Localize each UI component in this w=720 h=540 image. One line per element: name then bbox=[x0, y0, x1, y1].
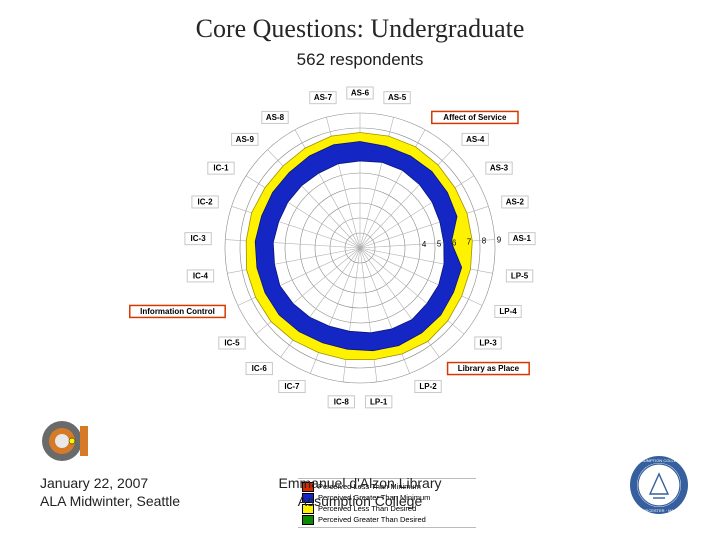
svg-text:IC-2: IC-2 bbox=[198, 197, 214, 206]
svg-text:AS-3: AS-3 bbox=[490, 164, 509, 173]
svg-text:Information Control: Information Control bbox=[140, 307, 215, 316]
svg-text:6: 6 bbox=[452, 238, 457, 247]
radar-chart: 4 5 6 7 8 9 AS-6 AS-5 Affect of Service AS-4 AS-3 A… bbox=[160, 78, 560, 438]
legend-swatch bbox=[302, 515, 314, 525]
svg-text:AS-6: AS-6 bbox=[351, 89, 370, 98]
radar-svg: 4 5 6 7 8 9 AS-6 AS-5 Affect of Service AS-4 AS-3 A… bbox=[160, 78, 560, 438]
svg-text:IC-1: IC-1 bbox=[213, 164, 229, 173]
svg-text:AS-9: AS-9 bbox=[236, 135, 255, 144]
svg-text:AS-5: AS-5 bbox=[388, 93, 407, 102]
svg-text:ASSUMPTION COLLEGE: ASSUMPTION COLLEGE bbox=[636, 458, 683, 463]
svg-text:AS-2: AS-2 bbox=[506, 197, 525, 206]
svg-text:LP-5: LP-5 bbox=[511, 271, 529, 280]
svg-text:Affect of Service: Affect of Service bbox=[443, 113, 507, 122]
svg-text:IC-4: IC-4 bbox=[193, 271, 209, 280]
svg-text:AS-4: AS-4 bbox=[466, 135, 485, 144]
svg-text:IC-7: IC-7 bbox=[284, 382, 300, 391]
footer-center: Emmanuel d'Alzon Library Assumption Coll… bbox=[0, 474, 720, 510]
legend-item: Perceived Greater Than Desired bbox=[302, 514, 472, 525]
footer-college: Assumption College bbox=[0, 492, 720, 510]
svg-text:9: 9 bbox=[497, 236, 502, 245]
svg-text:LP-2: LP-2 bbox=[419, 382, 437, 391]
svg-text:IC-8: IC-8 bbox=[334, 397, 350, 406]
svg-text:IC-5: IC-5 bbox=[224, 338, 240, 347]
slide: Core Questions: Undergraduate 562 respon… bbox=[0, 0, 720, 540]
svg-text:AS-1: AS-1 bbox=[513, 234, 532, 243]
svg-text:AS-8: AS-8 bbox=[266, 113, 285, 122]
svg-text:8: 8 bbox=[482, 236, 487, 245]
svg-text:AS-7: AS-7 bbox=[314, 93, 333, 102]
svg-text:IC-6: IC-6 bbox=[252, 364, 268, 373]
svg-text:5: 5 bbox=[437, 239, 442, 248]
svg-text:4: 4 bbox=[422, 240, 427, 249]
svg-text:Library as Place: Library as Place bbox=[458, 364, 520, 373]
slide-subtitle: 562 respondents bbox=[0, 50, 720, 70]
svg-text:LP-3: LP-3 bbox=[479, 338, 497, 347]
svg-text:7: 7 bbox=[467, 237, 472, 246]
libqual-logo-icon bbox=[36, 418, 88, 464]
svg-text:LP-4: LP-4 bbox=[499, 307, 517, 316]
slide-title: Core Questions: Undergraduate bbox=[0, 14, 720, 44]
svg-text:LP-1: LP-1 bbox=[370, 397, 388, 406]
svg-text:IC-3: IC-3 bbox=[191, 234, 207, 243]
footer-library: Emmanuel d'Alzon Library bbox=[0, 474, 720, 492]
legend-label: Perceived Greater Than Desired bbox=[318, 514, 426, 525]
